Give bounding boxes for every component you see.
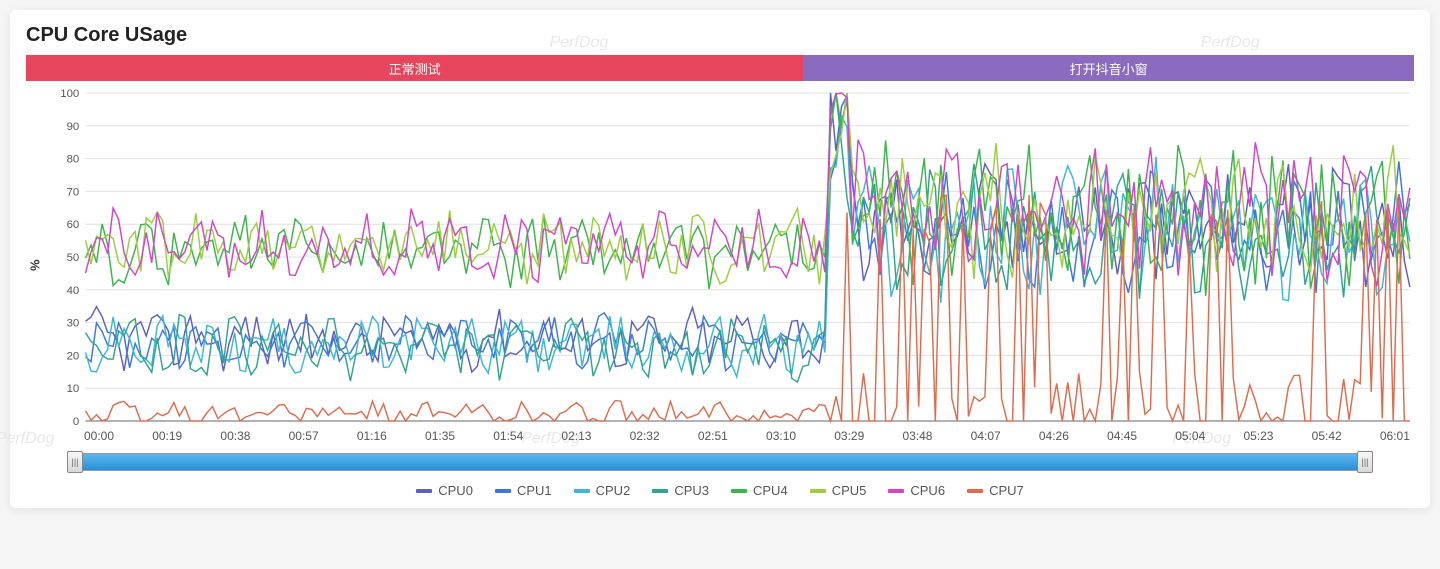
legend-label: CPU1 — [517, 483, 552, 498]
legend: CPU0 CPU1 CPU2 CPU3 CPU4 CPU5 CPU6 CPU7 — [26, 483, 1414, 498]
legend-label: CPU7 — [989, 483, 1024, 498]
x-tick-label: 04:45 — [1107, 429, 1137, 443]
x-tick-label: 01:16 — [357, 429, 387, 443]
line-chart: 0 10 20 30 40 50 60 70 80 90 100 — [44, 87, 1414, 427]
phase-segment[interactable]: 打开抖音小窗 — [803, 55, 1414, 81]
x-tick-label: 01:35 — [425, 429, 455, 443]
legend-label: CPU3 — [674, 483, 709, 498]
legend-item[interactable]: CPU2 — [574, 483, 631, 498]
svg-text:10: 10 — [67, 383, 80, 395]
x-tick-label: 03:29 — [834, 429, 864, 443]
legend-item[interactable]: CPU5 — [810, 483, 867, 498]
legend-label: CPU6 — [910, 483, 945, 498]
legend-swatch — [574, 489, 590, 493]
legend-item[interactable]: CPU1 — [495, 483, 552, 498]
x-tick-label: 06:01 — [1380, 429, 1410, 443]
legend-swatch — [967, 489, 983, 493]
legend-item[interactable]: CPU4 — [731, 483, 788, 498]
x-tick-label: 05:42 — [1312, 429, 1342, 443]
y-axis-label: % — [26, 87, 44, 443]
legend-item[interactable]: CPU3 — [652, 483, 709, 498]
series-CPU2 — [86, 116, 1410, 377]
legend-item[interactable]: CPU0 — [416, 483, 473, 498]
x-tick-label: 03:48 — [902, 429, 932, 443]
chart-card: PerfDog PerfDog PerfDog PerfDog PerfDog … — [10, 10, 1430, 508]
phase-segment[interactable]: 正常测试 — [26, 55, 803, 81]
x-axis-ticks: 00:00 00:19 00:38 00:57 01:16 01:35 01:54 02:13… — [44, 429, 1414, 443]
x-tick-label: 02:13 — [561, 429, 591, 443]
legend-item[interactable]: CPU6 — [888, 483, 945, 498]
svg-text:80: 80 — [67, 154, 80, 166]
svg-text:0: 0 — [73, 416, 79, 427]
legend-label: CPU2 — [596, 483, 631, 498]
legend-swatch — [810, 489, 826, 493]
x-tick-label: 02:32 — [630, 429, 660, 443]
svg-text:40: 40 — [67, 285, 80, 297]
x-tick-label: 00:38 — [220, 429, 250, 443]
svg-text:100: 100 — [60, 88, 79, 100]
svg-text:70: 70 — [67, 187, 80, 199]
x-tick-label: 05:04 — [1175, 429, 1205, 443]
legend-label: CPU5 — [832, 483, 867, 498]
svg-text:90: 90 — [67, 121, 80, 133]
x-tick-label: 00:57 — [289, 429, 319, 443]
phase-bar: 正常测试打开抖音小窗 — [26, 55, 1414, 81]
x-tick-label: 04:07 — [971, 429, 1001, 443]
chart-wrap: % 0 10 20 30 40 50 60 70 80 90 100 00:00 00:19 00:38… — [26, 87, 1414, 443]
chart-area[interactable]: 0102030405060708090100 00:0000:1900:3800… — [44, 87, 1414, 443]
x-tick-label: 00:19 — [152, 429, 182, 443]
legend-label: CPU0 — [438, 483, 473, 498]
x-tick-label: 01:54 — [493, 429, 523, 443]
range-slider[interactable]: ||| ||| — [74, 453, 1366, 471]
legend-swatch — [731, 489, 747, 493]
legend-swatch — [888, 489, 904, 493]
svg-text:50: 50 — [67, 252, 80, 264]
chart-title: CPU Core USage — [26, 24, 1414, 47]
x-tick-label: 05:23 — [1243, 429, 1273, 443]
x-tick-label: 04:26 — [1039, 429, 1069, 443]
svg-text:30: 30 — [67, 318, 80, 330]
slider-handle-right[interactable]: ||| — [1357, 451, 1373, 473]
x-tick-label: 02:51 — [698, 429, 728, 443]
x-tick-label: 00:00 — [84, 429, 114, 443]
legend-label: CPU4 — [753, 483, 788, 498]
svg-text:60: 60 — [67, 219, 80, 231]
x-tick-label: 03:10 — [766, 429, 796, 443]
legend-swatch — [652, 489, 668, 493]
svg-text:20: 20 — [67, 351, 80, 363]
legend-swatch — [416, 489, 432, 493]
slider-handle-left[interactable]: ||| — [67, 451, 83, 473]
legend-item[interactable]: CPU7 — [967, 483, 1024, 498]
legend-swatch — [495, 489, 511, 493]
